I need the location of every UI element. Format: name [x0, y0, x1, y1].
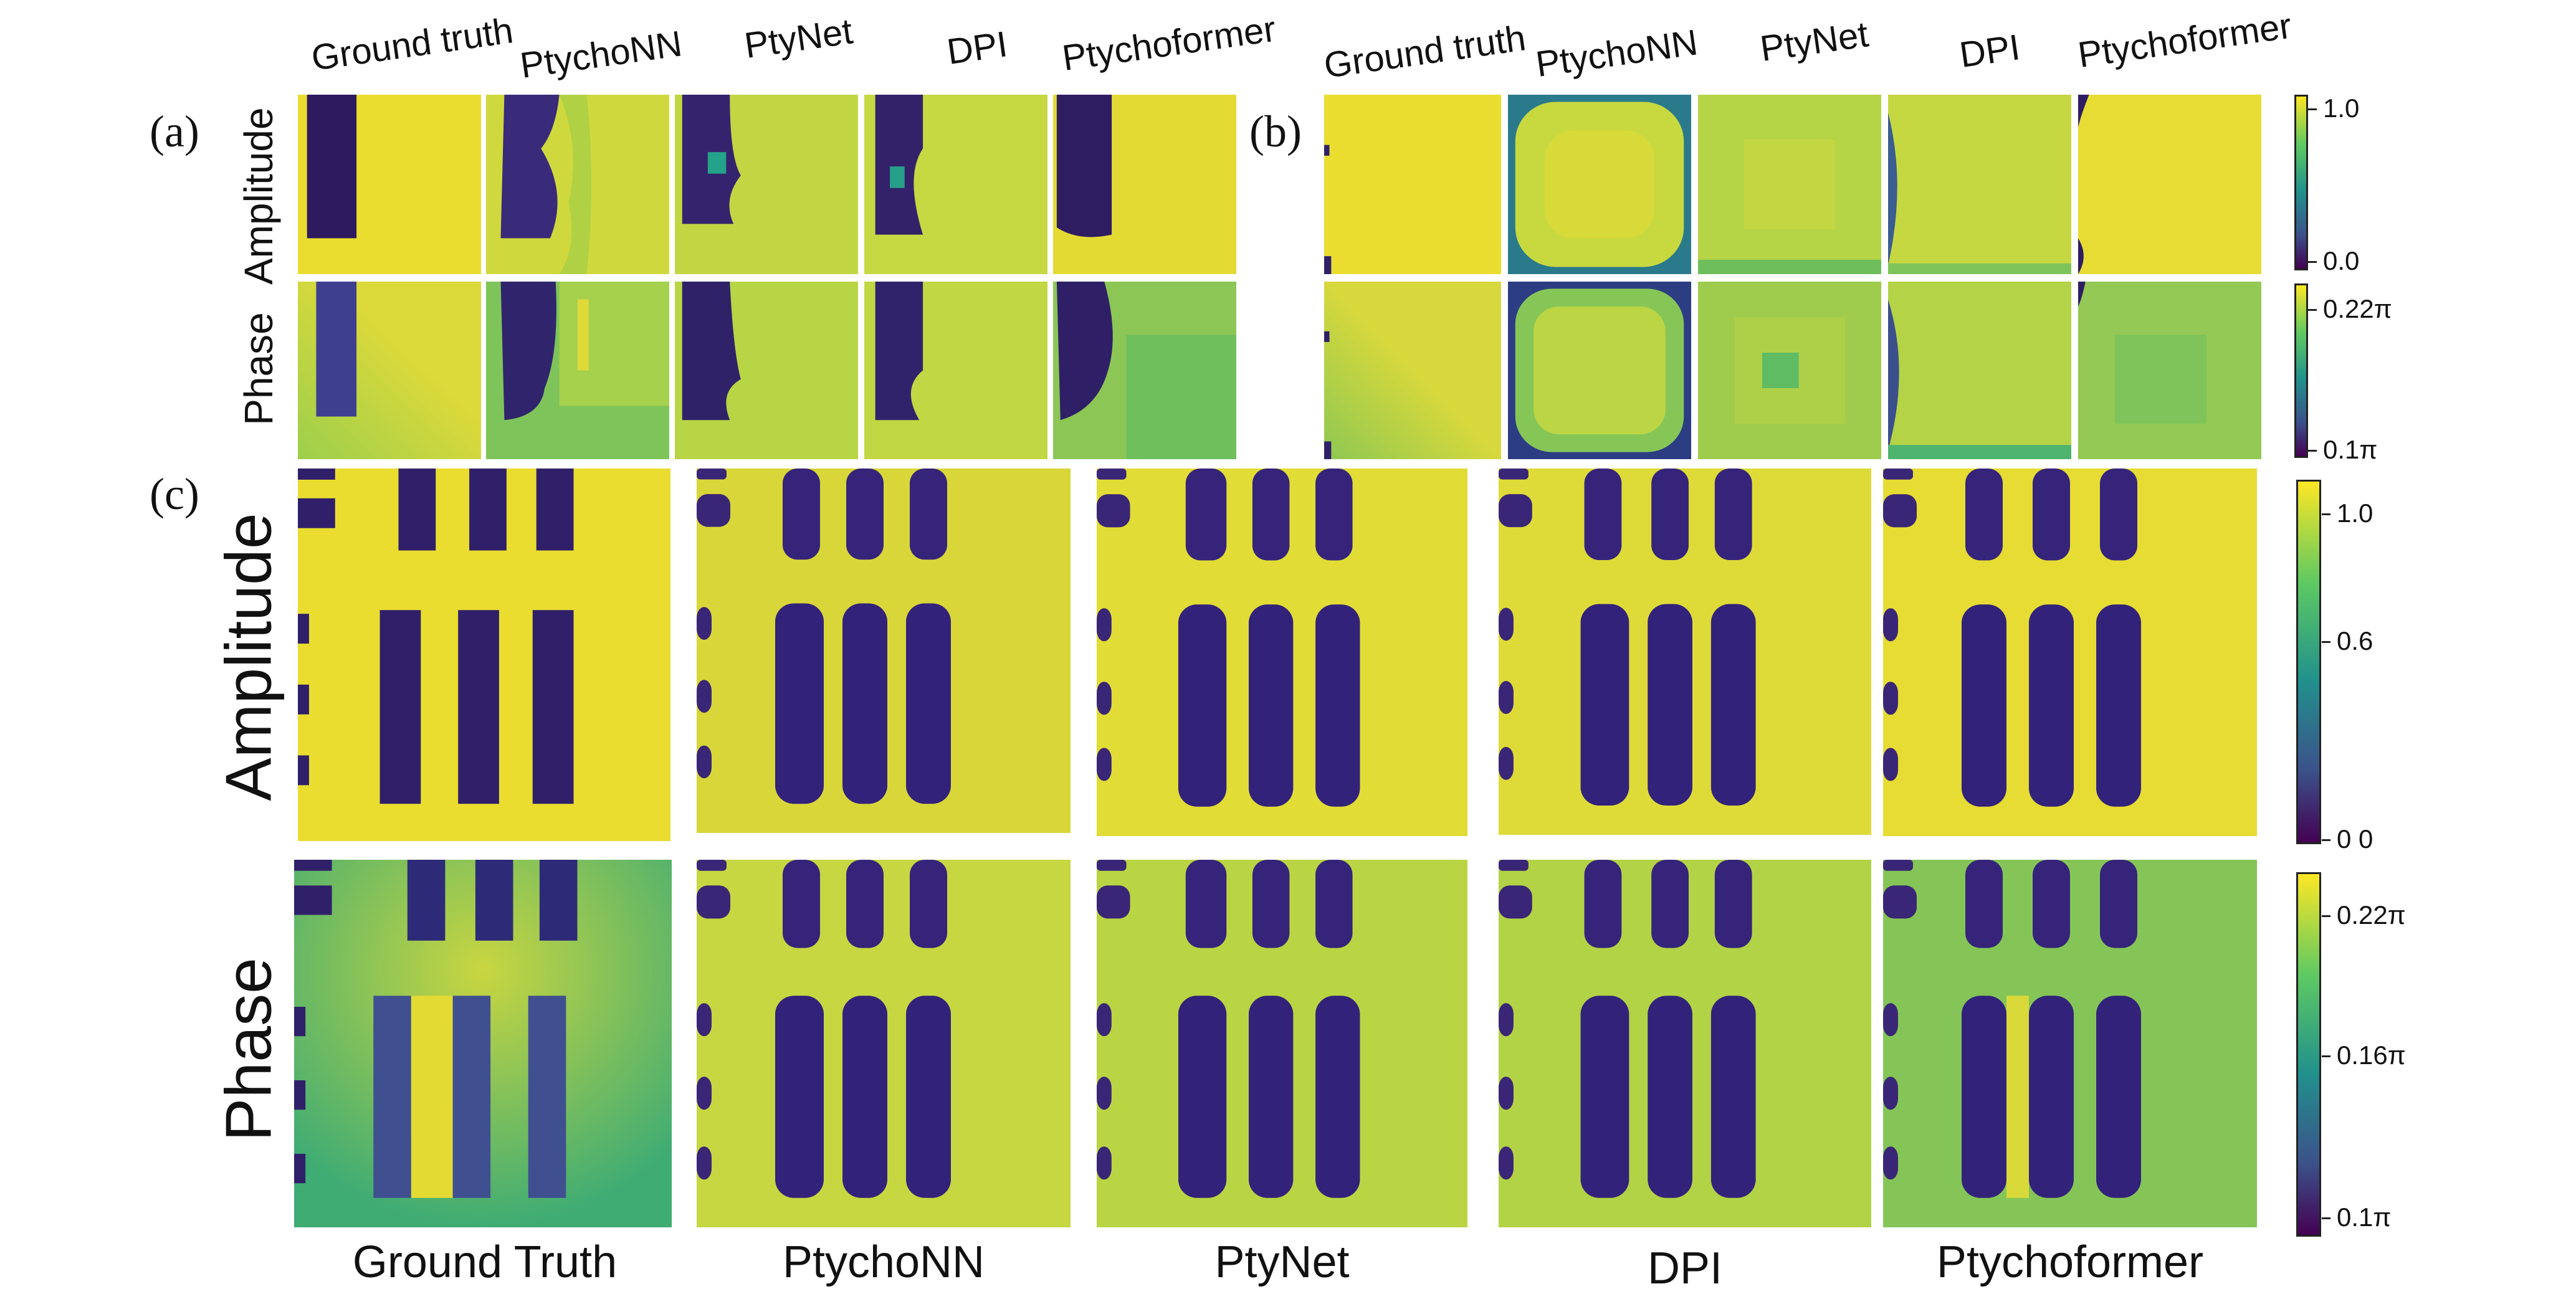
tile-b-amplitude-ground-truth [1324, 95, 1501, 274]
column-header-b-dpi: DPI [1957, 27, 2023, 76]
row-label-c-phase: Phase [212, 958, 285, 1141]
tile-b-phase-ptynet [1698, 282, 1881, 459]
colorbar-ab-amplitude-bottom: 0.0 [2307, 246, 2360, 275]
row-label-c-amplitude: Amplitude [212, 513, 285, 801]
tile-c-amplitude-ptynet [1097, 469, 1467, 836]
colorbar-c-phase [2296, 872, 2321, 1237]
tile-a-phase-ground-truth [298, 282, 481, 459]
colorbar-c-amplitude [2296, 480, 2321, 844]
column-header-b-ground-truth: Ground truth [1321, 17, 1529, 87]
tile-b-amplitude-ptychonn [1508, 95, 1691, 274]
colorbar-c-amplitude-top: 1.0 [2321, 498, 2373, 528]
column-label-c-ptynet: PtyNet [1214, 1237, 1350, 1287]
column-header-a-ptychonn: PtychoNN [517, 23, 685, 87]
tile-b-amplitude-ptynet [1698, 95, 1881, 274]
tile-c-phase-ground-truth [294, 860, 672, 1227]
tile-a-phase-ptychoformer [1053, 282, 1236, 459]
tile-a-amplitude-ground-truth [298, 95, 481, 274]
row-label-a-amplitude: Amplitude [236, 107, 281, 285]
tile-a-phase-ptychonn [486, 282, 669, 459]
colorbar-c-phase-top: 0.22π [2322, 900, 2406, 930]
tile-c-amplitude-dpi [1499, 469, 1871, 835]
colorbar-c-phase-bottom: 0.1π [2321, 1202, 2392, 1232]
colorbar-c-amplitude-bottom: 0 0 [2321, 824, 2373, 854]
tile-c-amplitude-ground-truth [298, 469, 670, 841]
tile-b-phase-dpi [1888, 282, 2071, 459]
colorbar-ab-phase-bottom: 0.1π [2307, 435, 2378, 464]
tile-a-phase-ptynet [675, 282, 858, 459]
column-header-a-ptychoformer: Ptychoformer [1059, 8, 1279, 79]
tile-a-amplitude-ptynet [675, 95, 858, 274]
tile-c-phase-ptynet [1097, 860, 1467, 1227]
tile-a-amplitude-ptychoformer [1053, 95, 1236, 274]
panel-c-label: (c) [150, 469, 199, 519]
tile-c-phase-ptychonn [697, 860, 1071, 1227]
column-header-b-ptynet: PtyNet [1757, 14, 1871, 70]
tile-b-phase-ground-truth [1324, 282, 1501, 459]
tile-c-amplitude-ptychonn [697, 469, 1071, 833]
column-header-a-ptynet: PtyNet [742, 11, 856, 67]
tile-b-phase-ptychonn [1508, 282, 1691, 459]
column-label-c-dpi: DPI [1647, 1244, 1723, 1293]
colorbar-c-phase-mid: 0.16π [2322, 1040, 2406, 1070]
row-label-a-phase: Phase [236, 312, 281, 426]
colorbar-c-amplitude-mid: 0.6 [2321, 626, 2373, 655]
tile-b-phase-ptychoformer [2078, 282, 2261, 459]
tile-c-phase-dpi [1499, 860, 1871, 1227]
tile-a-amplitude-ptychonn [486, 95, 669, 274]
column-header-a-ground-truth: Ground truth [308, 10, 516, 79]
column-label-c-ptychoformer: Ptychoformer [1936, 1237, 2204, 1287]
tile-b-amplitude-ptychoformer [2078, 95, 2261, 274]
colorbar-ab-phase-top: 0.22π [2308, 294, 2392, 323]
column-header-b-ptychonn: PtychoNN [1533, 22, 1701, 85]
column-label-c-ground-truth: Ground Truth [352, 1237, 618, 1287]
column-label-c-ptychonn: PtychoNN [782, 1237, 985, 1287]
panel-b-label: (b) [1249, 107, 1302, 156]
colorbar-ab-phase [2294, 283, 2308, 458]
column-header-a-dpi: DPI [944, 24, 1010, 73]
tile-b-amplitude-dpi [1888, 95, 2071, 274]
colorbar-ab-amplitude [2294, 95, 2308, 270]
colorbar-ab-amplitude-top: 1.0 [2307, 93, 2360, 123]
tile-a-phase-dpi [864, 282, 1047, 459]
tile-a-amplitude-dpi [864, 95, 1047, 274]
column-header-b-ptychoformer: Ptychoformer [2075, 5, 2294, 76]
tile-c-amplitude-ptychoformer [1883, 469, 2257, 836]
tile-c-phase-ptychoformer [1883, 860, 2257, 1227]
panel-a-label: (a) [150, 107, 199, 156]
